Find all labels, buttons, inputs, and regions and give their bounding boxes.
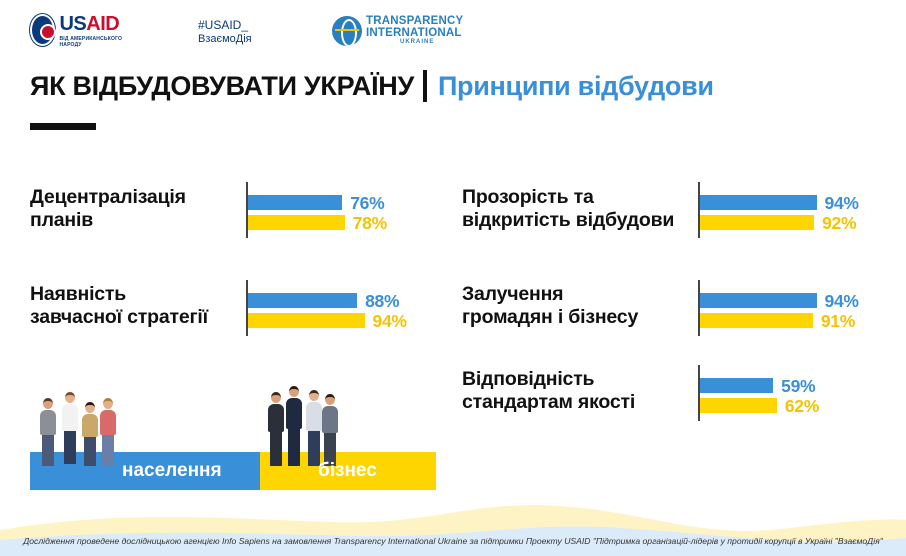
title-main: ЯК ВІДБУДОВУВАТИ УКРАЇНУ [30, 70, 414, 101]
category-label-5: Відповідність стандартам якості [462, 368, 635, 414]
title-subtitle: Принципи відбудови [437, 70, 714, 101]
bar-bus-4 [700, 313, 813, 328]
value-label-pop-5: 59% [781, 376, 816, 396]
bar-bus-2 [248, 313, 365, 328]
person-legs [308, 431, 320, 466]
person-legs [270, 432, 282, 466]
title-separator [422, 70, 427, 102]
person-head [85, 402, 95, 413]
person-head [325, 394, 335, 405]
person-legs [324, 433, 336, 466]
person-head [43, 398, 53, 409]
legend-population-label: населення [122, 460, 222, 481]
usaid-logo: USAID ВІД АМЕРИКАНСЬКОГО НАРОДУ [30, 14, 126, 48]
value-label-pop-2: 88% [365, 291, 400, 311]
footer-wave-decoration [0, 505, 906, 556]
person-head [289, 386, 299, 397]
category-label-line: громадян і бізнесу [462, 306, 639, 328]
category-label-line: Відповідність [462, 368, 595, 390]
value-label-pop-4: 94% [824, 291, 859, 311]
person-figure-1 [38, 398, 58, 480]
person-body [62, 404, 78, 431]
category-label-line: Наявність [30, 283, 127, 305]
bar-bus-1 [248, 215, 345, 230]
person-head [103, 398, 113, 409]
usaid-seal-icon [30, 14, 57, 46]
ti-line1: TRANSPARENCY [366, 15, 464, 27]
ti-globe-icon [332, 16, 362, 46]
legend-business-label: бізнес [318, 460, 377, 481]
bar-axis-4 [698, 280, 700, 336]
category-label-line: стандартам якості [462, 391, 636, 413]
category-label-line: Прозорість та [462, 186, 594, 208]
category-label-line: завчасної стратегії [30, 306, 208, 328]
bar-bus-5 [700, 398, 777, 413]
value-label-bus-5: 62% [784, 396, 820, 416]
person-head [271, 392, 281, 403]
person-body [100, 410, 116, 435]
ti-line2: INTERNATIONAL [366, 26, 462, 39]
bar-axis-2 [246, 280, 248, 336]
person-head [309, 390, 319, 401]
person-body [40, 410, 56, 435]
bar-pop-1 [248, 195, 343, 210]
bar-pop-3 [700, 195, 817, 210]
category-label-line: Децентралізація [30, 186, 186, 208]
person-figure-3 [80, 402, 100, 480]
value-label-pop-1: 76% [350, 193, 385, 213]
value-label-bus-4: 91% [820, 311, 855, 331]
value-label-bus-1: 78% [352, 213, 387, 233]
bar-axis-5 [698, 365, 700, 421]
category-label-line: Залучення [462, 283, 564, 305]
category-label-3: Прозорість та відкритість відбудови [462, 186, 674, 232]
value-label-bus-2: 94% [372, 311, 407, 331]
person-figure-2 [60, 392, 80, 478]
usaid-tagline: ВІД АМЕРИКАНСЬКОГО НАРОДУ [59, 36, 123, 48]
person-figure-7 [304, 390, 324, 480]
usaid-word-us: US [59, 13, 87, 35]
person-legs [102, 435, 114, 466]
person-body [286, 398, 302, 429]
person-legs [84, 437, 96, 466]
person-figure-8 [320, 394, 340, 480]
ti-line3: UKRAINE [400, 39, 435, 45]
bar-bus-3 [700, 215, 815, 230]
category-label-4: Залучення громадян і бізнесу [462, 283, 638, 329]
value-label-pop-3: 94% [824, 193, 859, 213]
hashtag-line1: #USAID_ [198, 18, 249, 32]
bar-pop-4 [700, 293, 817, 308]
person-figure-6 [284, 386, 304, 480]
footnote: Дослідження проведене дослідницькою аген… [23, 536, 883, 546]
category-label-line: планів [30, 209, 93, 231]
category-label-1: Децентралізація планів [30, 186, 186, 232]
person-figure-5 [266, 392, 286, 480]
person-legs [288, 429, 300, 466]
bar-pop-2 [248, 293, 358, 308]
value-label-bus-3: 92% [822, 213, 857, 233]
person-body [268, 404, 284, 432]
category-label-2: Наявність завчасної стратегії [30, 283, 208, 329]
person-body [322, 406, 338, 433]
hashtag-line2: ВзаємоДія [198, 33, 252, 45]
usaid-word-aid: AID [86, 13, 120, 35]
person-body [306, 402, 322, 431]
person-head [65, 392, 75, 403]
hashtag-logo: #USAID_ ВзаємоДія [198, 18, 252, 46]
bar-axis-3 [698, 182, 700, 238]
bar-axis-1 [246, 182, 248, 238]
person-body [82, 414, 98, 437]
title-underline [30, 123, 96, 130]
page-title: ЯК ВІДБУДОВУВАТИ УКРАЇНУ Принципи відбуд… [30, 70, 714, 102]
person-legs [64, 431, 76, 464]
category-label-line: відкритість відбудови [462, 209, 675, 231]
transparency-international-logo: TRANSPARENCY INTERNATIONAL UKRAINE [332, 15, 464, 46]
bar-pop-5 [700, 378, 774, 393]
person-legs [42, 435, 54, 466]
person-figure-4 [98, 398, 118, 480]
